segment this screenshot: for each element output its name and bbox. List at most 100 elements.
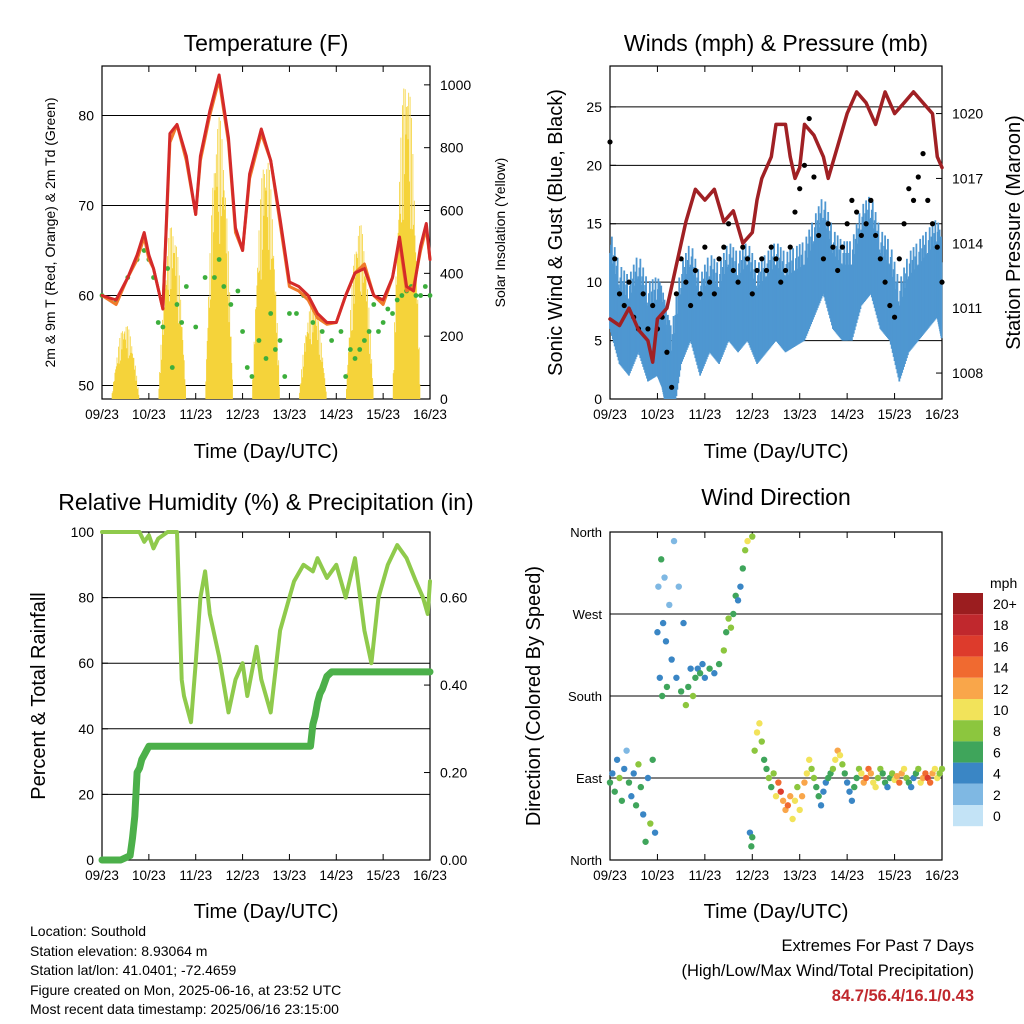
x-tick-label: 11/23 bbox=[179, 407, 212, 422]
direction-point bbox=[794, 783, 801, 791]
dewpoint-point bbox=[169, 365, 175, 370]
gust-point bbox=[763, 267, 770, 274]
gust-point bbox=[820, 256, 827, 262]
y2-tick-label: 1011 bbox=[952, 300, 982, 316]
direction-point bbox=[656, 674, 663, 681]
colorbar-label: 2 bbox=[993, 787, 1001, 803]
direction-point bbox=[642, 838, 649, 845]
direction-point bbox=[649, 756, 656, 763]
dewpoint-point bbox=[427, 293, 433, 298]
gust-point bbox=[906, 186, 912, 192]
gust-point bbox=[896, 256, 902, 262]
direction-point bbox=[666, 601, 673, 609]
direction-point bbox=[808, 765, 815, 773]
direction-point bbox=[658, 692, 666, 700]
direction-point bbox=[817, 802, 825, 809]
y2-tick-label: 400 bbox=[440, 265, 464, 281]
y-tick-label: 60 bbox=[78, 288, 94, 304]
y2-tick-label: 1008 bbox=[952, 365, 983, 381]
dewpoint-point bbox=[155, 320, 161, 325]
dewpoint-point bbox=[228, 302, 234, 307]
direction-point bbox=[637, 783, 645, 791]
direction-point bbox=[741, 547, 749, 554]
colorbar-label: 6 bbox=[993, 744, 1001, 760]
humidity-precip-panel: 0 20 40 60 80 100 09/23 10/23 11/23 12/23 13/23 14/… bbox=[28, 489, 474, 923]
direction-point bbox=[758, 738, 765, 745]
colorbar-swatch bbox=[953, 656, 983, 678]
dewpoint-point bbox=[174, 302, 180, 307]
direction-point bbox=[938, 765, 946, 773]
gust-point bbox=[934, 244, 940, 250]
colorbar-label: 0 bbox=[993, 808, 1001, 824]
direction-point bbox=[896, 779, 903, 786]
gust-point bbox=[778, 279, 784, 285]
dewpoint-point bbox=[352, 356, 358, 361]
colorbar-swatch bbox=[953, 720, 983, 742]
direction-point bbox=[867, 770, 875, 777]
colorbar-label: 12 bbox=[993, 681, 1009, 697]
direction-point bbox=[699, 660, 706, 668]
gust-point bbox=[749, 291, 755, 297]
dewpoint-point bbox=[272, 347, 278, 352]
y-axis-label: Direction (Colored By Speed) bbox=[523, 566, 545, 826]
gust-point bbox=[621, 302, 627, 309]
y2-tick-label: 1020 bbox=[952, 106, 983, 122]
latlon-text: Station lat/lon: 41.0401; -72.4659 bbox=[30, 962, 237, 978]
y-tick-label: North bbox=[570, 525, 602, 540]
direction-point bbox=[621, 765, 628, 773]
gust-point bbox=[702, 244, 708, 250]
dewpoint-point bbox=[343, 374, 349, 379]
colorbar-swatch bbox=[953, 805, 983, 827]
direction-point bbox=[839, 761, 846, 768]
dewpoint-point bbox=[193, 324, 199, 330]
gust-point bbox=[877, 256, 883, 262]
dewpoint-point bbox=[277, 338, 283, 343]
gust-point bbox=[607, 139, 613, 145]
y-tick-label: 100 bbox=[71, 524, 95, 540]
gust-point bbox=[915, 174, 921, 180]
gust-point bbox=[811, 174, 817, 180]
x-tick-label: 09/23 bbox=[85, 407, 119, 422]
direction-point bbox=[682, 701, 690, 709]
direction-point bbox=[832, 756, 839, 763]
y2-tick-label: 0.40 bbox=[440, 677, 467, 693]
station-info: Location: Southold Station elevation: 8.… bbox=[30, 922, 341, 1020]
x-tick-label: 12/23 bbox=[226, 407, 260, 422]
gust-point bbox=[901, 221, 907, 227]
gust-point bbox=[782, 267, 789, 274]
y-tick-label: 50 bbox=[78, 378, 94, 394]
direction-point bbox=[907, 783, 915, 791]
dewpoint-point bbox=[294, 311, 299, 316]
x-axis-label: Time (Day/UTC) bbox=[194, 441, 339, 463]
gust-point bbox=[678, 256, 684, 262]
dewpoint-point bbox=[179, 320, 185, 325]
direction-point bbox=[772, 793, 780, 800]
y2-tick-label: 200 bbox=[440, 328, 464, 344]
direction-point bbox=[725, 615, 732, 622]
chart-title: Winds (mph) & Pressure (mb) bbox=[624, 30, 928, 56]
direction-point bbox=[777, 788, 784, 795]
direction-point bbox=[806, 756, 813, 763]
extremes-subtitle: (High/Low/Max Wind/Total Precipitation) bbox=[681, 962, 974, 980]
chart-title: Relative Humidity (%) & Precipitation (i… bbox=[58, 489, 473, 515]
direction-point bbox=[801, 779, 808, 786]
dewpoint-point bbox=[362, 338, 367, 343]
x-tick-label: 14/23 bbox=[319, 407, 353, 422]
y-tick-label: 80 bbox=[78, 108, 94, 124]
direction-point bbox=[739, 565, 746, 572]
colorbar-swatch bbox=[953, 762, 983, 784]
colorbar-label: 4 bbox=[993, 766, 1001, 782]
direction-point bbox=[661, 574, 668, 581]
direction-point bbox=[784, 802, 792, 809]
y-tick-label: 20 bbox=[586, 157, 602, 173]
colorbar-label: 20+ bbox=[993, 596, 1017, 612]
chart-title: Wind Direction bbox=[701, 484, 851, 510]
direction-point bbox=[779, 797, 787, 804]
gust-point bbox=[612, 256, 618, 262]
direction-point bbox=[749, 834, 756, 841]
direction-point bbox=[644, 774, 652, 782]
direction-point bbox=[668, 656, 675, 663]
direction-point bbox=[926, 779, 934, 786]
